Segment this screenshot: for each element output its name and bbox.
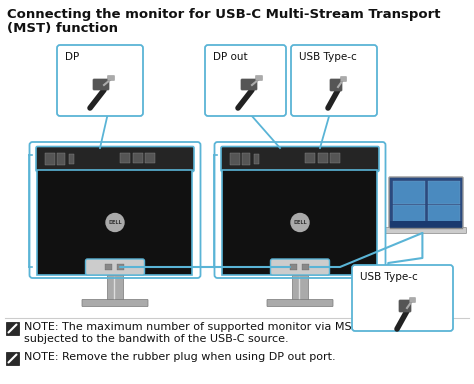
FancyBboxPatch shape <box>410 298 416 303</box>
FancyBboxPatch shape <box>85 259 145 275</box>
FancyBboxPatch shape <box>36 147 194 172</box>
Bar <box>390 221 462 228</box>
FancyBboxPatch shape <box>389 177 463 229</box>
FancyBboxPatch shape <box>340 76 346 81</box>
Bar <box>46 153 55 165</box>
Bar <box>230 153 240 165</box>
Bar <box>37 170 192 275</box>
Bar <box>57 153 65 165</box>
Bar <box>302 264 309 270</box>
Bar <box>120 153 130 163</box>
Circle shape <box>291 214 309 232</box>
Bar <box>393 205 425 227</box>
FancyBboxPatch shape <box>255 76 263 81</box>
FancyBboxPatch shape <box>205 45 286 116</box>
Text: NOTE: Remove the rubber plug when using DP out port.: NOTE: Remove the rubber plug when using … <box>24 352 336 362</box>
Bar <box>117 264 124 270</box>
Bar <box>428 181 460 204</box>
Text: NOTE: The maximum number of supported monitor via MST is
subjected to the bandwi: NOTE: The maximum number of supported mo… <box>24 322 371 344</box>
Bar <box>107 275 123 300</box>
Bar <box>145 153 155 163</box>
Bar <box>105 264 112 270</box>
Bar <box>428 205 460 227</box>
FancyBboxPatch shape <box>108 76 115 81</box>
Text: USB Type-c: USB Type-c <box>299 52 357 62</box>
Text: DP out: DP out <box>213 52 247 62</box>
Circle shape <box>106 214 124 232</box>
Bar <box>330 153 340 163</box>
Bar <box>393 181 425 204</box>
Text: DELL: DELL <box>293 220 307 225</box>
Bar <box>305 153 315 163</box>
Bar <box>222 170 377 275</box>
Bar <box>290 264 297 270</box>
FancyBboxPatch shape <box>291 45 377 116</box>
Text: USB Type-c: USB Type-c <box>360 272 418 282</box>
FancyBboxPatch shape <box>352 265 453 331</box>
FancyBboxPatch shape <box>385 227 466 233</box>
Bar <box>243 153 250 165</box>
Bar <box>318 153 328 163</box>
FancyBboxPatch shape <box>267 300 333 306</box>
Text: (MST) function: (MST) function <box>7 22 118 35</box>
Bar <box>6 322 19 335</box>
Text: DP: DP <box>65 52 79 62</box>
FancyBboxPatch shape <box>241 79 257 90</box>
Bar <box>70 154 74 164</box>
Bar <box>6 352 19 365</box>
FancyBboxPatch shape <box>399 300 411 312</box>
FancyBboxPatch shape <box>271 259 329 275</box>
Text: DELL: DELL <box>108 220 122 225</box>
Bar <box>255 154 259 164</box>
FancyBboxPatch shape <box>57 45 143 116</box>
FancyBboxPatch shape <box>82 300 148 306</box>
FancyBboxPatch shape <box>330 79 342 91</box>
FancyBboxPatch shape <box>93 79 109 90</box>
Bar <box>133 153 143 163</box>
FancyBboxPatch shape <box>221 147 379 172</box>
Bar <box>292 275 308 300</box>
Text: Connecting the monitor for USB-C Multi-Stream Transport: Connecting the monitor for USB-C Multi-S… <box>7 8 440 21</box>
